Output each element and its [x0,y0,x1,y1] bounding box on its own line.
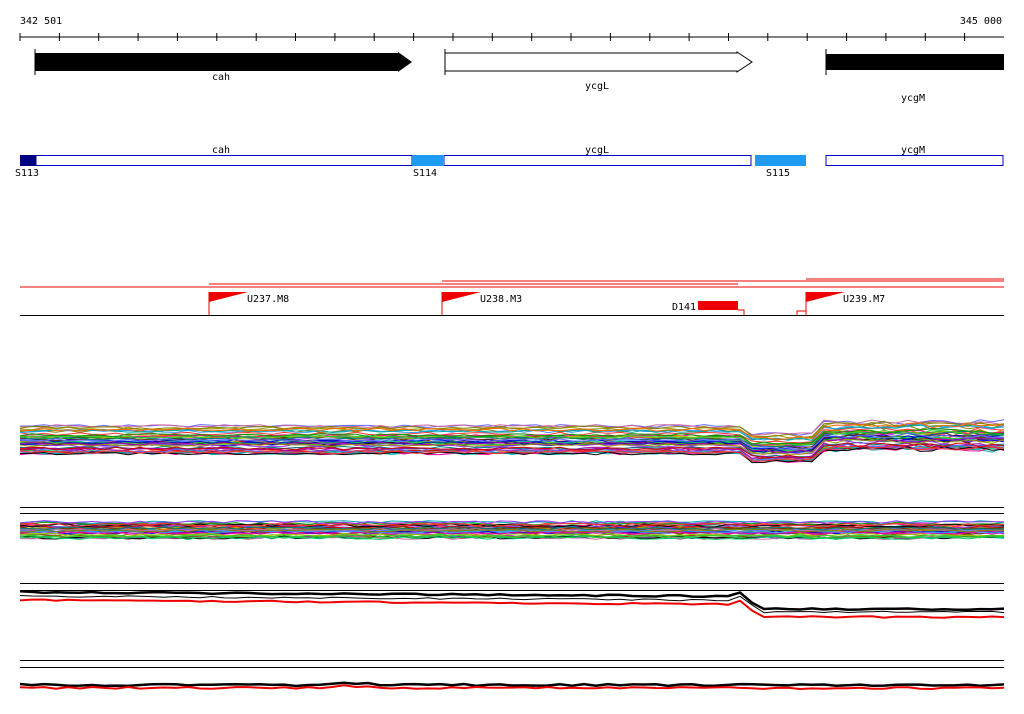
cds-label-ycgL: ycgL [585,145,609,156]
ruler-ticks [19,33,966,41]
intergenic-segment-s114[interactable] [412,155,443,166]
expression-profile-line [19,598,1005,619]
gene-label-ycgL: ycgL [585,81,609,92]
intergenic-label-s115: S115 [766,168,790,179]
deletion-step-left [796,310,806,315]
expression-profile-line [19,522,1005,527]
expression-profile-lines-2 [19,520,1005,541]
expression-profile-panel-4 [19,660,1005,691]
expression-profile-line [19,423,1005,442]
promoter-flag-u237[interactable] [209,292,248,302]
expression-profile-line [19,438,1005,455]
expression-profile-line [19,684,1005,691]
expression-profile-panel-3 [19,583,1005,619]
expression-profile-line [19,444,1005,462]
cds-label-ycgM: ycgM [901,145,925,156]
promoter-label-u239: U239.M7 [843,294,885,305]
expression-profile-line [19,445,1005,462]
promoter-label-u237: U237.M8 [247,294,289,305]
promoter-flag-u238[interactable] [442,292,481,302]
deletion-label-d141: D141 [672,302,696,313]
intergenic-label-s114: S114 [413,168,437,179]
gene-label-cah: cah [212,72,230,83]
gene-label-ycgM: ycgM [901,93,925,104]
ruler-end-label: 345 000 [960,16,1002,27]
intergenic-segment-s113[interactable] [20,155,36,166]
expression-profile-line [19,528,1005,533]
expression-profile-line [19,429,1005,446]
gene-track: cah ycgL ycgM [34,49,1004,104]
expression-profile-line [19,438,1005,455]
transcription-track: U237.M8 U238.M3 U239.M7 D141 [20,278,1004,316]
gene-arrow-ycgL[interactable] [444,51,753,73]
deletion-step-right [738,309,745,315]
intergenic-label-s113: S113 [15,168,39,179]
cds-label-cah: cah [212,145,230,156]
expression-profile-line [19,442,1005,459]
promoter-label-u238: U238.M3 [480,294,522,305]
expression-profile-line [19,446,1005,464]
expression-profile-line [19,532,1005,537]
segment-track: cah ycgL ycgM S113 S114 S115 [15,145,1004,179]
deletion-block-d141[interactable] [698,301,738,310]
expression-profile-lines-3 [19,590,1005,619]
expression-profile-line [19,535,1005,541]
expression-profile-line [19,681,1005,688]
gene-arrow-ycgM[interactable] [826,54,1004,70]
cds-segment-ycgM[interactable] [825,155,1004,166]
expression-profile-panel-2 [19,507,1005,541]
gene-arrow-cah[interactable] [35,52,412,72]
coordinate-ruler: 342 501 345 000 [19,16,1004,41]
expression-profile-line [19,422,1005,440]
expression-profile-line [19,533,1005,538]
promoter-flag-u239[interactable] [806,292,845,302]
expression-profile-line [19,432,1005,450]
ruler-start-label: 342 501 [20,16,62,27]
expression-profile-line [19,595,1005,614]
cds-segment-ycgL[interactable] [443,155,752,166]
expression-profile-lines-4 [19,681,1005,691]
intergenic-segment-s115[interactable] [755,155,806,166]
expression-profile-panel-1 [19,419,1005,464]
expression-profile-line [19,590,1005,611]
expression-profile-line [19,520,1004,525]
cds-segment-cah[interactable] [35,155,413,166]
expression-profile-line [19,424,1005,441]
expression-profile-line [19,428,1004,445]
